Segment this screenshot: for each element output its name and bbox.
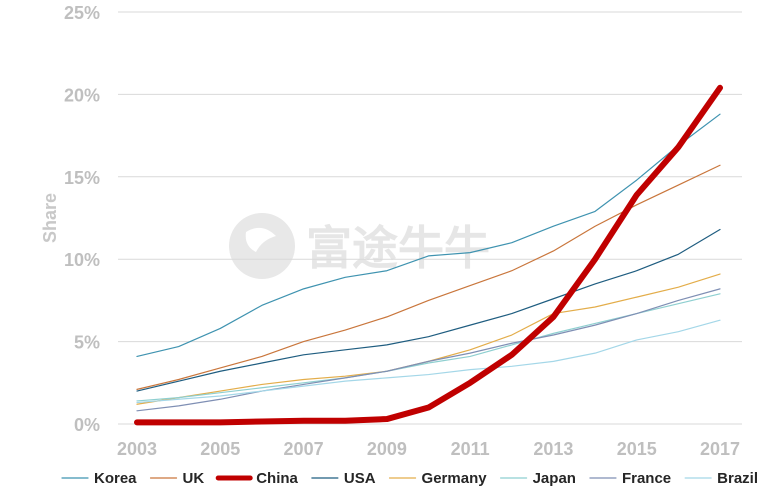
legend-item-japan: Japan — [499, 470, 576, 487]
series-line-china — [134, 84, 723, 426]
legend-label: Korea — [94, 470, 137, 487]
legend-item-usa: USA — [311, 470, 376, 487]
x-tick-label: 2005 — [200, 439, 240, 459]
x-tick-label: 2003 — [117, 439, 157, 459]
series-layer — [134, 84, 723, 426]
legend-label: USA — [344, 470, 376, 487]
legend-label: China — [256, 470, 298, 487]
legend-item-germany: Germany — [388, 470, 488, 487]
legend-item-china: China — [215, 470, 299, 487]
legend-label: Brazil — [717, 470, 758, 487]
watermark-logo-icon — [229, 213, 295, 279]
x-tick-label: 2007 — [284, 439, 324, 459]
watermark-logo-detail — [245, 227, 276, 252]
x-tick-labels: 2003 2005 2007 2009 2011 2013 2015 2017 — [117, 439, 740, 459]
y-tick-label: 0% — [74, 415, 100, 435]
legend-label: UK — [183, 470, 205, 487]
watermark: 富途牛牛 — [229, 213, 490, 279]
y-tick-label: 15% — [64, 168, 100, 188]
legend-item-uk: UK — [149, 470, 205, 487]
series-line-brazil — [136, 319, 721, 404]
y-tick-label: 25% — [64, 3, 100, 23]
x-tick-label: 2011 — [451, 439, 490, 459]
y-tick-label: 5% — [74, 333, 100, 353]
legend: Korea UK China USA Germany Japan France Brazil — [61, 470, 758, 487]
legend-item-france: France — [589, 470, 671, 487]
y-axis-label: Share — [40, 193, 60, 243]
series-line-korea — [136, 113, 721, 358]
x-tick-label: 2013 — [533, 439, 573, 459]
y-tick-labels: 0% 5% 10% 15% 20% 25% — [64, 3, 100, 435]
legend-item-korea: Korea — [61, 470, 137, 487]
x-tick-label: 2017 — [700, 439, 740, 459]
legend-label: France — [622, 470, 671, 487]
series-line-germany — [136, 273, 721, 405]
series-line-usa — [136, 228, 721, 392]
legend-item-brazil: Brazil — [684, 470, 758, 487]
legend-label: Germany — [422, 470, 488, 487]
legend-label: Japan — [533, 470, 576, 487]
y-tick-label: 10% — [64, 250, 100, 270]
series-line-france — [136, 288, 721, 412]
x-tick-label: 2009 — [367, 439, 407, 459]
watermark-text: 富途牛牛 — [306, 221, 490, 275]
y-tick-label: 20% — [64, 85, 100, 105]
x-tick-label: 2015 — [617, 439, 657, 459]
series-line-japan — [136, 293, 721, 402]
